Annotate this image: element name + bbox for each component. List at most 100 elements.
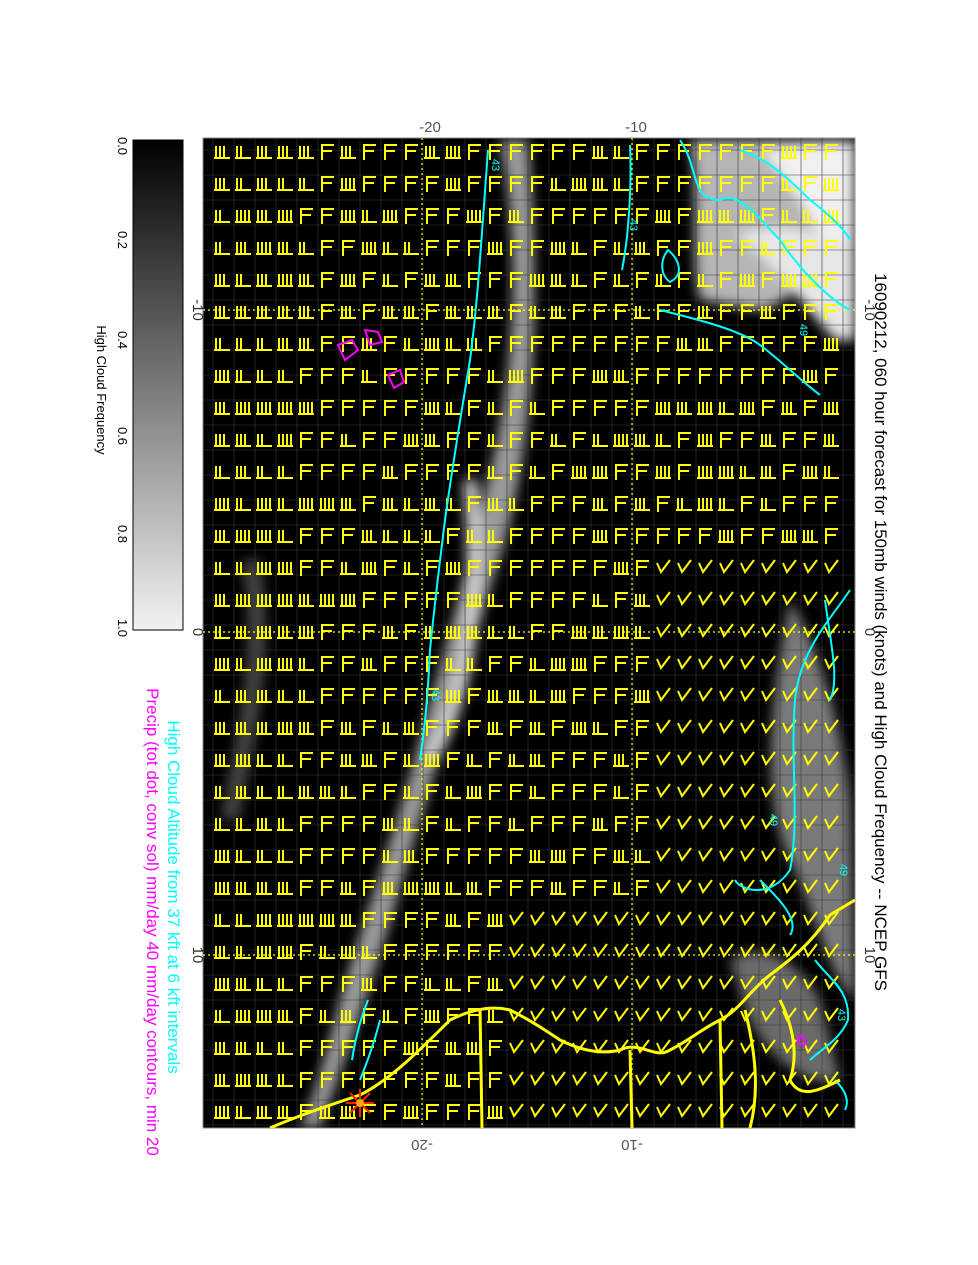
wind-barb bbox=[803, 847, 818, 862]
wind-barb bbox=[214, 562, 230, 575]
wind-barb bbox=[698, 847, 713, 862]
wind-barb bbox=[762, 272, 775, 288]
wind-barb bbox=[447, 208, 460, 224]
wind-barb bbox=[594, 272, 607, 288]
wind-barb bbox=[678, 176, 691, 192]
wind-barb bbox=[424, 754, 440, 767]
wind-barb bbox=[719, 943, 734, 958]
wind-barb bbox=[803, 623, 818, 638]
wind-barb bbox=[741, 368, 754, 384]
wind-barb bbox=[321, 752, 334, 768]
wind-barb bbox=[403, 242, 419, 255]
wind-barb bbox=[509, 975, 524, 990]
lon-axis-right-label: -10 bbox=[861, 299, 878, 321]
wind-barb bbox=[256, 786, 272, 799]
wind-barb bbox=[824, 623, 839, 638]
colorbar-tick-label: 1.0 bbox=[115, 619, 130, 637]
wind-barb bbox=[678, 240, 691, 256]
wind-barb bbox=[256, 146, 272, 159]
wind-barb bbox=[342, 816, 355, 832]
wind-barb bbox=[656, 655, 671, 670]
wind-barb bbox=[677, 1007, 692, 1022]
wind-barb bbox=[636, 752, 649, 768]
wind-barb bbox=[468, 432, 481, 448]
wind-barb bbox=[319, 1106, 335, 1119]
wind-barb bbox=[824, 815, 839, 830]
wind-barb bbox=[720, 240, 733, 256]
wind-barb bbox=[634, 434, 650, 447]
wind-barb bbox=[256, 850, 272, 863]
wind-barb bbox=[466, 1042, 482, 1055]
wind-barb bbox=[363, 496, 376, 512]
wind-barb bbox=[592, 466, 608, 479]
wind-barb bbox=[614, 943, 629, 958]
precip-contours bbox=[336, 328, 808, 1048]
wind-barb bbox=[552, 528, 565, 544]
wind-barb bbox=[615, 336, 628, 352]
wind-barb bbox=[552, 592, 565, 608]
wind-barb bbox=[531, 528, 544, 544]
wind-barb bbox=[363, 592, 376, 608]
wind-barb bbox=[698, 815, 713, 830]
wind-barb bbox=[235, 818, 251, 831]
wind-barb bbox=[340, 882, 356, 895]
wind-barb bbox=[403, 1042, 419, 1055]
wind-barb bbox=[300, 1040, 313, 1056]
wind-barb bbox=[256, 306, 272, 319]
wind-barb bbox=[300, 944, 313, 960]
wind-barb bbox=[699, 528, 712, 544]
wind-barb bbox=[361, 658, 377, 671]
wind-barb bbox=[531, 144, 544, 160]
wind-barb bbox=[277, 530, 293, 543]
wind-barb bbox=[677, 687, 692, 702]
wind-barb bbox=[298, 690, 314, 703]
wind-barb bbox=[298, 306, 314, 319]
wind-barb bbox=[510, 656, 523, 672]
wind-barb bbox=[531, 496, 544, 512]
wind-barb bbox=[363, 304, 376, 320]
wind-barb bbox=[552, 144, 565, 160]
wind-barb bbox=[405, 368, 418, 384]
wind-barb bbox=[361, 338, 377, 351]
wind-barb bbox=[573, 752, 586, 768]
map-title: 16090212, 060 hour forecast for 150mb wi… bbox=[871, 273, 890, 991]
wind-barb bbox=[530, 943, 545, 958]
wind-barb bbox=[235, 1010, 251, 1023]
wind-barb bbox=[761, 911, 776, 926]
wind-barb bbox=[677, 1103, 692, 1118]
wind-barb bbox=[676, 338, 692, 351]
wind-barb bbox=[823, 338, 839, 351]
wind-barb bbox=[739, 466, 755, 479]
wind-barb bbox=[531, 880, 544, 896]
wind-barb bbox=[677, 623, 692, 638]
wind-barb bbox=[740, 911, 755, 926]
wind-barb bbox=[447, 368, 460, 384]
wind-barb bbox=[782, 687, 797, 702]
wind-barb bbox=[804, 496, 817, 512]
wind-barb bbox=[426, 816, 439, 832]
wind-barb bbox=[824, 687, 839, 702]
wind-barb bbox=[342, 1040, 355, 1056]
wind-barb bbox=[530, 975, 545, 990]
wind-barb bbox=[321, 432, 334, 448]
wind-barb bbox=[573, 592, 586, 608]
wind-barb bbox=[699, 368, 712, 384]
wind-barb bbox=[214, 690, 230, 703]
wind-barb bbox=[592, 370, 608, 383]
wind-barb bbox=[340, 274, 356, 287]
wind-barb bbox=[277, 338, 293, 351]
lon-axis-right-label: 0 bbox=[861, 628, 878, 636]
wind-barb bbox=[698, 1007, 713, 1022]
wind-barb bbox=[572, 975, 587, 990]
wind-barb bbox=[803, 911, 818, 926]
wind-barb bbox=[697, 338, 713, 351]
wind-barb bbox=[657, 144, 670, 160]
wind-barb bbox=[487, 434, 503, 447]
wind-barb bbox=[214, 946, 230, 959]
wind-barb bbox=[342, 464, 355, 480]
contour-label: 49 bbox=[797, 324, 809, 336]
wind-barb bbox=[405, 656, 418, 672]
wind-barb bbox=[277, 1042, 293, 1055]
wind-barb bbox=[824, 719, 839, 734]
wind-barb bbox=[698, 911, 713, 926]
